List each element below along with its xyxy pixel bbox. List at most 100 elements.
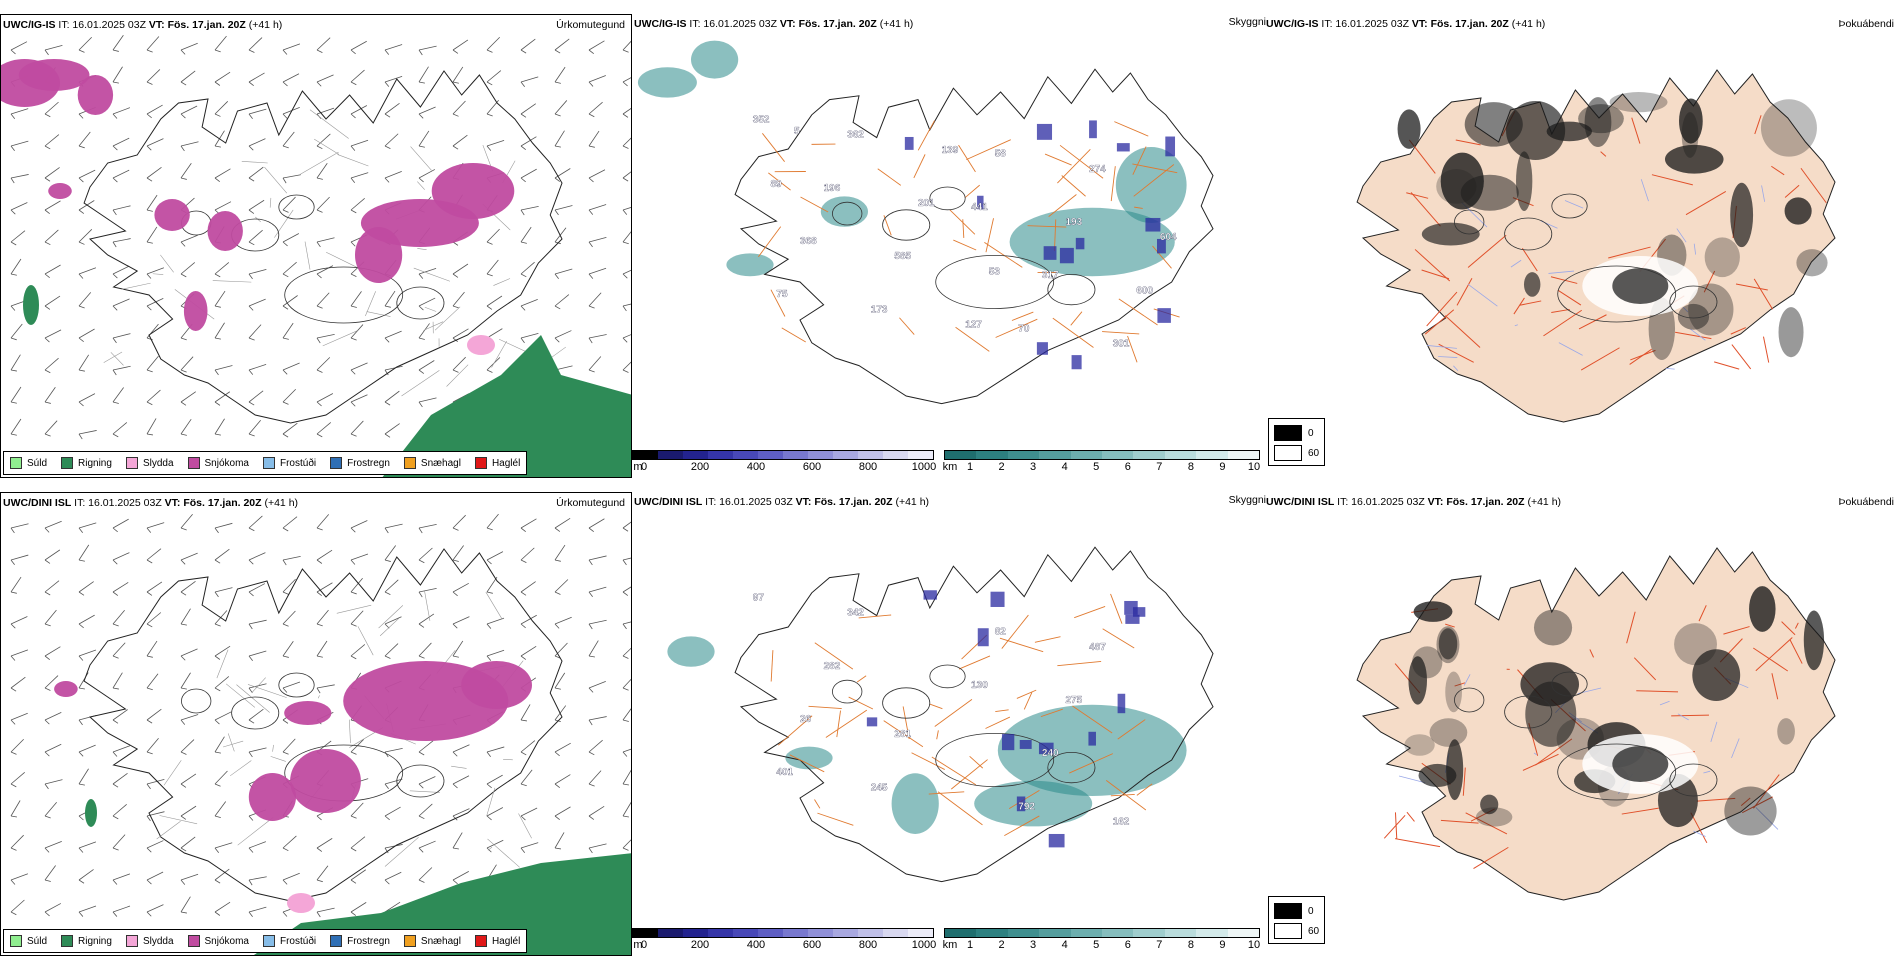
fog-index-area [1404,734,1434,756]
colorbar-tick: 0 [641,939,647,951]
legend-swatch [330,457,342,469]
low-visibility-spot [867,717,877,726]
road [965,185,980,197]
legend-label: Snæhagl [421,458,461,469]
rain-area [85,799,97,827]
road [826,710,867,737]
legend-label: Rigning [78,458,112,469]
colorbar-swatch [733,451,758,459]
visibility-value-label: 441 [971,202,988,213]
colorbar-tick: 1 [967,461,973,473]
fog-index-area [1520,662,1579,706]
colorbar-tick: 9 [1219,461,1225,473]
road [914,154,925,178]
low-visibility-spot [1049,834,1065,847]
colorbar-swatch [1165,929,1196,937]
fog-index-area [1724,787,1776,836]
height-bar-swatches [632,450,934,460]
legend-entry: Haglél [475,935,520,947]
colorbar-tick: 800 [859,939,877,951]
colorbar-swatch [858,929,883,937]
road [996,319,1038,337]
legend-label: Frostregn [347,936,390,947]
fog-index-area [1804,610,1824,670]
colorbar-swatch [708,451,733,459]
colorbar-swatch [683,451,708,459]
colorbar-swatch [758,451,783,459]
road [1111,166,1115,201]
km-bar-swatches [944,450,1260,460]
fog-index-area [1414,601,1453,622]
fog-area [1116,147,1187,223]
legend-entry: Snjókoma [188,935,249,947]
visibility-panel: UWC/IG-IS IT: 16.01.2025 03Z VT: Fös. 17… [632,14,1270,478]
visibility-value-label: 196 [824,183,841,194]
visibility-value-label: 362 [847,130,864,141]
visibility-value-label: 193 [1066,217,1083,228]
fog-index-area [1749,586,1775,632]
legend-swatch [61,935,73,947]
colorbar-tick: 9 [1219,939,1225,951]
visibility-value-label: 58 [995,149,1007,160]
fog-legend-label: 0 [1308,906,1314,917]
colorbar-tick: 8 [1188,461,1194,473]
road [899,318,914,335]
legend-entry: Snæhagl [404,935,461,947]
visibility-value-label: 401 [776,767,793,778]
colorbar-tick: 10 [1248,939,1260,951]
sleet-area [467,335,495,355]
fog-index-legend: 0 60 [1268,896,1325,944]
colorbar-swatch [733,929,758,937]
legend-label: Súld [27,936,47,947]
colorbar-tick: 600 [803,939,821,951]
low-visibility-spot [1157,308,1170,323]
legend-swatch [404,457,416,469]
road [1763,337,1768,363]
visibility-title: Skyggni [1229,16,1266,28]
visibility-value-label: 792 [1018,801,1035,812]
fog-legend-label: 60 [1308,926,1319,937]
fog-index-area [1465,102,1523,147]
road [918,121,934,151]
colorbar-tick: 2 [998,939,1004,951]
legend-label: Haglél [492,936,520,947]
fog-index-area [1777,718,1795,745]
legend-entry: Slydda [126,457,174,469]
colorbar-swatch [783,451,808,459]
legend-label: Snjókoma [205,936,249,947]
legend-entry: Snjókoma [188,457,249,469]
road [1000,638,1043,652]
legend-entry: Frostúði [263,935,316,947]
fog-legend-swatch [1274,445,1302,461]
fog-index-area [1436,626,1459,663]
fog-legend-swatch [1274,903,1302,919]
road [857,676,866,682]
colorbar-tick: 0 [641,461,647,473]
colorbar-tick: 400 [747,461,765,473]
visibility-value-label: 5 [794,126,800,137]
low-visibility-spot [1002,734,1014,750]
colorbar-swatch [908,929,933,937]
visibility-value-label: 281 [894,729,911,740]
road [1395,812,1396,838]
fog-legend-swatch [1274,923,1302,939]
visibility-value-label: 282 [824,661,841,672]
snow-area [154,199,189,231]
road [1102,332,1139,334]
precip-map [1,15,632,478]
fog-area [892,773,939,834]
colorbar-tick: 600 [803,461,821,473]
visibility-value-label: 317 [1042,270,1059,281]
colorbar-swatch [1008,929,1039,937]
low-visibility-spot [905,137,914,150]
legend-swatch [126,457,138,469]
road [959,656,990,669]
colorbar-unit: km [943,939,958,951]
legend-swatch [188,935,200,947]
legend-entry: Frostregn [330,935,390,947]
road [1732,345,1751,369]
low-visibility-spot [1145,218,1160,232]
road [935,699,972,726]
colorbar-tick: 7 [1156,461,1162,473]
colorbar-tick: 400 [747,939,765,951]
